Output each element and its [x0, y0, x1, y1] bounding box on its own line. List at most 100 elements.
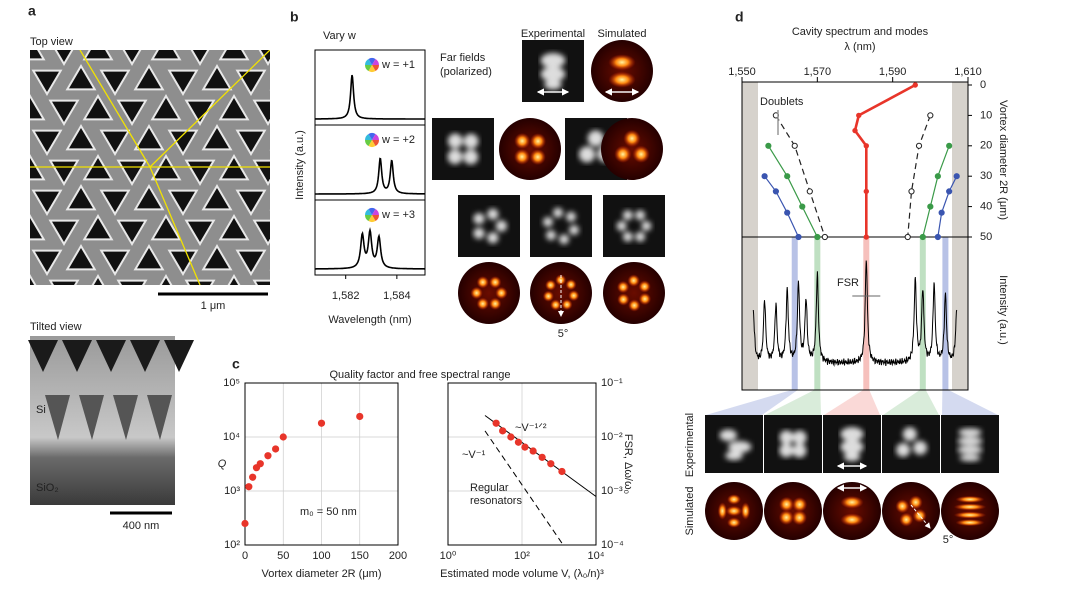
mode-point [946, 142, 953, 149]
label: 10⁵ [223, 377, 240, 389]
color-wheel [368, 58, 376, 65]
hole-rim [269, 269, 270, 271]
label: 10² [514, 550, 530, 562]
lobe [568, 290, 580, 302]
hole [161, 278, 171, 285]
hole [192, 50, 208, 62]
mode-point [806, 188, 813, 195]
point [538, 453, 546, 461]
label: 400 nm [123, 520, 160, 532]
lobe [778, 496, 795, 512]
mode-connector [706, 390, 798, 415]
hole-rim [239, 12, 263, 32]
lobe [542, 290, 554, 302]
lobe [553, 207, 563, 218]
hole [120, 101, 144, 122]
panels: a Top view 1 μm Tilted view Si SiO₂ 400 nm b Var… [0, 3, 1009, 580]
lobe [473, 213, 485, 225]
lobe [578, 146, 596, 163]
label: 1,582 [332, 290, 360, 302]
hole [222, 158, 246, 179]
mode-curve [853, 83, 916, 237]
color-wheel [368, 215, 376, 223]
lobe [614, 145, 632, 163]
mode-curve [937, 175, 958, 238]
hole-rim [0, 42, 8, 62]
mode-band [863, 237, 870, 390]
hole-rim [307, 132, 331, 152]
hole [222, 218, 246, 239]
mode-point [912, 82, 918, 88]
hole [137, 188, 161, 209]
hole [86, 50, 110, 59]
lobe [447, 149, 463, 165]
hole [35, 251, 59, 272]
hole [0, 162, 8, 182]
label: 10 [980, 109, 992, 121]
hole-rim [290, 98, 314, 118]
point [249, 473, 257, 481]
label: FSR, Δω/ω₀ [622, 434, 634, 494]
hole [273, 68, 297, 88]
lobe [635, 231, 646, 242]
hole [239, 251, 263, 272]
lobes [840, 427, 864, 462]
lobe [555, 274, 567, 286]
hole-rim [30, 94, 46, 121]
label: Tilted view [30, 321, 82, 333]
label: Regular [470, 482, 509, 494]
mode-point [863, 188, 869, 195]
color-wheel [372, 140, 379, 147]
lobe [623, 129, 641, 148]
lobe [561, 299, 573, 311]
mode-point [799, 203, 806, 210]
hole-rim [171, 12, 195, 32]
label: a [28, 3, 36, 19]
mode-curve [764, 175, 800, 238]
lobe [792, 496, 808, 513]
hole [154, 98, 178, 119]
mode-point [863, 143, 869, 149]
lobe [550, 299, 562, 311]
hole [239, 131, 263, 152]
lobe [463, 149, 479, 165]
lobes [957, 428, 983, 462]
color-wheel [368, 133, 376, 140]
lobe [895, 499, 910, 514]
hole [69, 8, 93, 28]
lobes [540, 53, 566, 90]
color-wheel [368, 140, 376, 148]
lobes [896, 427, 928, 457]
label: 0 [980, 79, 986, 91]
point [317, 419, 326, 427]
lobe [546, 230, 556, 241]
hole-rim [269, 89, 270, 91]
lobe [622, 210, 633, 221]
hole [222, 98, 246, 119]
point [256, 460, 264, 468]
lobe [908, 495, 923, 510]
simulated-image [764, 482, 822, 540]
lobe [487, 208, 499, 220]
yellow-line [149, 166, 201, 285]
lobes [616, 210, 652, 242]
lobe [958, 428, 982, 437]
tilted-groove [79, 395, 104, 440]
hole [93, 278, 103, 285]
hole-rim [290, 278, 314, 298]
hole [188, 221, 212, 242]
label: 10⁻¹ [601, 377, 623, 389]
lobe [470, 286, 483, 300]
label: 5° [943, 534, 954, 546]
label: 5° [558, 328, 569, 340]
hole [35, 191, 59, 212]
color-wheel [365, 65, 372, 72]
label: ~V⁻¹ [462, 449, 486, 461]
lobe [725, 450, 743, 461]
point [558, 467, 566, 476]
hole [120, 221, 144, 242]
hole [120, 281, 144, 285]
hole [188, 281, 212, 285]
hole [30, 50, 42, 59]
tilted-hole [130, 340, 160, 372]
